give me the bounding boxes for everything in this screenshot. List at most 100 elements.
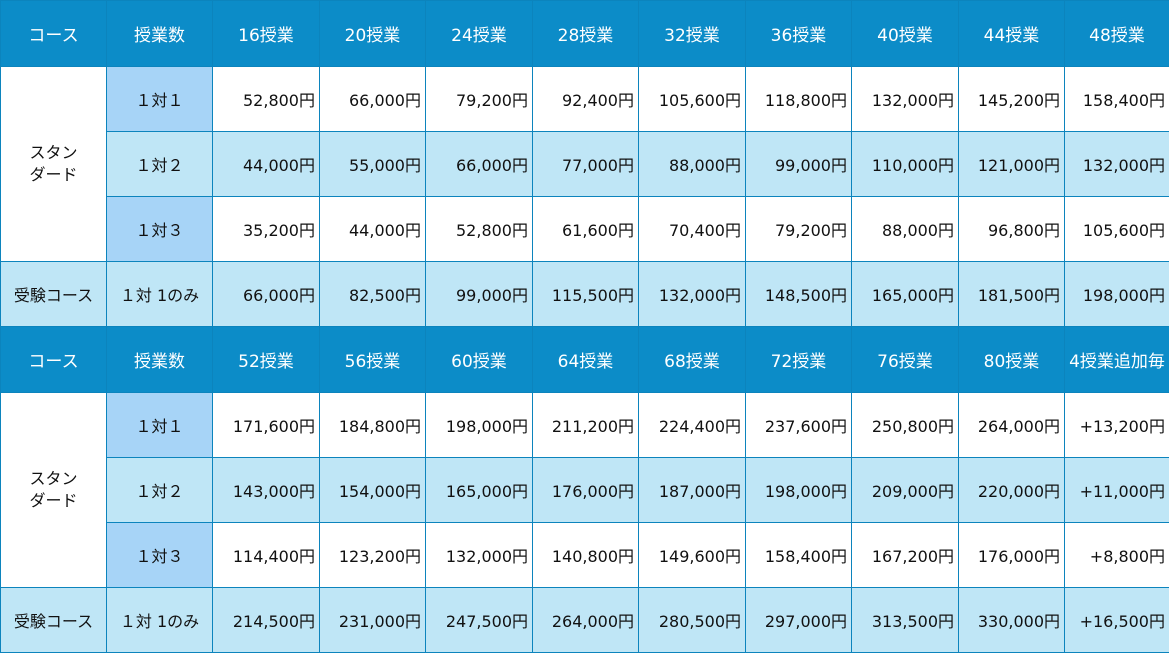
price-cell: 44,000円 [213, 132, 320, 197]
price-cell: 115,500円 [533, 262, 639, 327]
price-cell: 110,000円 [852, 132, 959, 197]
price-cell: 145,200円 [959, 67, 1065, 132]
table-row: １対２ 143,000円 154,000円 165,000円 176,000円 … [1, 458, 1169, 523]
header-cell: コース [1, 1, 107, 67]
price-cell: 224,400円 [639, 393, 746, 458]
price-cell: 198,000円 [426, 393, 533, 458]
price-cell: 114,400円 [213, 523, 320, 588]
price-cell: 165,000円 [426, 458, 533, 523]
price-cell: +13,200円 [1065, 393, 1169, 458]
price-cell: 143,000円 [213, 458, 320, 523]
price-cell: 149,600円 [639, 523, 746, 588]
price-cell: 176,000円 [959, 523, 1065, 588]
header-cell: 72授業 [746, 327, 852, 393]
ratio-cell: １対２ [107, 132, 213, 197]
ratio-cell: １対１ [107, 393, 213, 458]
header-row-1: コース 授業数 16授業 20授業 24授業 28授業 32授業 36授業 40… [1, 1, 1169, 67]
table-row: １対３ 35,200円 44,000円 52,800円 61,600円 70,4… [1, 197, 1169, 262]
price-cell: +8,800円 [1065, 523, 1169, 588]
header-cell: 28授業 [533, 1, 639, 67]
header-cell: 36授業 [746, 1, 852, 67]
table-row: 受験コース １対 1のみ 66,000円 82,500円 99,000円 115… [1, 262, 1169, 327]
price-cell: 148,500円 [746, 262, 852, 327]
ratio-cell: １対 1のみ [107, 588, 213, 653]
table-row: スタン ダード １対１ 171,600円 184,800円 198,000円 2… [1, 393, 1169, 458]
course-standard: スタン ダード [1, 393, 107, 588]
price-cell: 165,000円 [852, 262, 959, 327]
price-cell: 35,200円 [213, 197, 320, 262]
price-cell: 66,000円 [213, 262, 320, 327]
price-cell: +11,000円 [1065, 458, 1169, 523]
header-cell: 40授業 [852, 1, 959, 67]
price-cell: 132,000円 [426, 523, 533, 588]
price-cell: 198,000円 [746, 458, 852, 523]
price-cell: 52,800円 [213, 67, 320, 132]
header-cell: 授業数 [107, 1, 213, 67]
table-row: 受験コース １対 1のみ 214,500円 231,000円 247,500円 … [1, 588, 1169, 653]
price-cell: 88,000円 [852, 197, 959, 262]
header-cell: 80授業 [959, 327, 1065, 393]
ratio-cell: １対３ [107, 197, 213, 262]
price-cell: 158,400円 [746, 523, 852, 588]
price-cell: 280,500円 [639, 588, 746, 653]
price-cell: 211,200円 [533, 393, 639, 458]
header-cell: 56授業 [320, 327, 426, 393]
price-cell: +16,500円 [1065, 588, 1169, 653]
price-cell: 167,200円 [852, 523, 959, 588]
price-cell: 79,200円 [746, 197, 852, 262]
price-cell: 44,000円 [320, 197, 426, 262]
price-cell: 198,000円 [1065, 262, 1169, 327]
header-cell: 64授業 [533, 327, 639, 393]
price-cell: 105,600円 [639, 67, 746, 132]
price-cell: 187,000円 [639, 458, 746, 523]
header-cell: コース [1, 327, 107, 393]
price-cell: 171,600円 [213, 393, 320, 458]
price-cell: 105,600円 [1065, 197, 1169, 262]
price-cell: 184,800円 [320, 393, 426, 458]
table-row: スタン ダード １対１ 52,800円 66,000円 79,200円 92,4… [1, 67, 1169, 132]
price-cell: 61,600円 [533, 197, 639, 262]
price-cell: 99,000円 [746, 132, 852, 197]
ratio-cell: １対 1のみ [107, 262, 213, 327]
price-cell: 330,000円 [959, 588, 1065, 653]
price-cell: 82,500円 [320, 262, 426, 327]
price-cell: 140,800円 [533, 523, 639, 588]
header-cell: 60授業 [426, 327, 533, 393]
price-cell: 220,000円 [959, 458, 1065, 523]
header-cell: 52授業 [213, 327, 320, 393]
price-cell: 99,000円 [426, 262, 533, 327]
ratio-cell: １対３ [107, 523, 213, 588]
price-cell: 123,200円 [320, 523, 426, 588]
price-cell: 96,800円 [959, 197, 1065, 262]
header-cell: 68授業 [639, 327, 746, 393]
header-cell: 20授業 [320, 1, 426, 67]
price-cell: 132,000円 [1065, 132, 1169, 197]
price-cell: 231,000円 [320, 588, 426, 653]
price-cell: 209,000円 [852, 458, 959, 523]
price-cell: 66,000円 [320, 67, 426, 132]
price-cell: 66,000円 [426, 132, 533, 197]
price-cell: 313,500円 [852, 588, 959, 653]
course-standard: スタン ダード [1, 67, 107, 262]
ratio-cell: １対２ [107, 458, 213, 523]
header-cell: 32授業 [639, 1, 746, 67]
price-cell: 77,000円 [533, 132, 639, 197]
price-cell: 214,500円 [213, 588, 320, 653]
price-cell: 92,400円 [533, 67, 639, 132]
ratio-cell: １対１ [107, 67, 213, 132]
price-cell: 158,400円 [1065, 67, 1169, 132]
price-cell: 297,000円 [746, 588, 852, 653]
course-exam: 受験コース [1, 588, 107, 653]
header-cell: 44授業 [959, 1, 1065, 67]
price-cell: 121,000円 [959, 132, 1065, 197]
price-cell: 55,000円 [320, 132, 426, 197]
price-cell: 264,000円 [959, 393, 1065, 458]
price-cell: 237,600円 [746, 393, 852, 458]
price-cell: 52,800円 [426, 197, 533, 262]
price-cell: 247,500円 [426, 588, 533, 653]
header-cell: 授業数 [107, 327, 213, 393]
price-cell: 132,000円 [639, 262, 746, 327]
price-cell: 79,200円 [426, 67, 533, 132]
table-row: １対３ 114,400円 123,200円 132,000円 140,800円 … [1, 523, 1169, 588]
